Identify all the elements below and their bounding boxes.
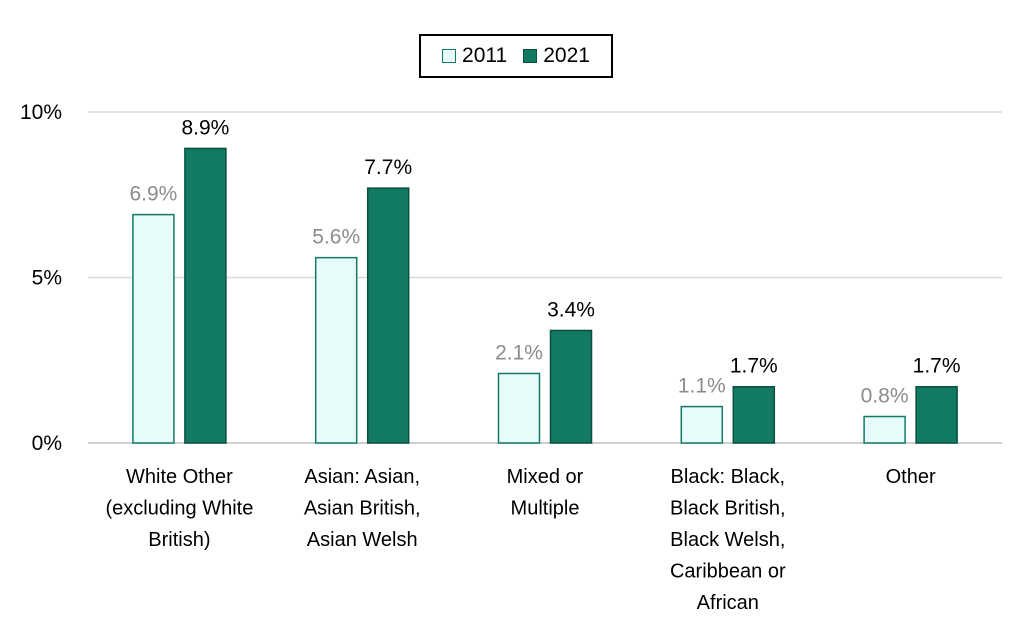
bar-2021: [366, 187, 410, 444]
x-category-label-line: Caribbean or: [670, 561, 786, 583]
x-category-label: Mixed or Multiple: [507, 466, 584, 520]
data-label-2011: 5.6%: [312, 226, 360, 249]
data-label-2011: 2.1%: [495, 341, 543, 364]
x-category-label-line: Multiple: [511, 498, 580, 520]
data-label-2021: 7.7%: [364, 156, 412, 179]
x-category-label-line: Black Welsh,: [670, 529, 785, 551]
x-category-label-line: Black British,: [670, 498, 786, 520]
x-category-label-line: African: [697, 592, 759, 614]
bar-2021: [184, 147, 227, 444]
x-category-label: Asian: Asian, Asian British, Asian Welsh: [304, 466, 421, 551]
legend-swatch-2021: [523, 49, 538, 63]
legend-item-2011: 2011: [442, 44, 507, 68]
bar-2011: [314, 256, 358, 444]
legend-item-2021: 2021: [523, 44, 590, 68]
x-category-label-line: Mixed or: [507, 466, 584, 488]
data-label-2011: 1.1%: [678, 375, 726, 398]
data-label-2021: 1.7%: [730, 355, 778, 378]
x-category-label-line: (excluding White: [105, 498, 253, 520]
x-category-label-line: British): [148, 529, 210, 551]
bar-2011: [497, 372, 541, 444]
bar-2021: [549, 329, 593, 444]
x-category-label-line: White Other: [126, 466, 233, 488]
data-label-2021: 8.9%: [181, 116, 229, 139]
y-tick-label: 5%: [32, 267, 62, 290]
x-category-label-line: Black: Black,: [671, 466, 785, 488]
x-category-label-line: Other: [886, 466, 936, 488]
legend-label-2021: 2021: [543, 44, 590, 67]
legend-label-2011: 2011: [462, 44, 508, 67]
legend-swatch-2011: [442, 49, 457, 63]
data-label-2011: 0.8%: [861, 385, 909, 408]
x-category-label-line: Asian Welsh: [307, 529, 418, 551]
x-category-label-line: Asian: Asian,: [304, 466, 420, 488]
x-category-label: Black: Black, Black British, Black Welsh, C…: [670, 466, 786, 614]
data-label-2021: 1.7%: [913, 355, 961, 378]
chart-legend: 2011 2021: [419, 34, 613, 78]
x-category-label: Other: [886, 466, 936, 488]
data-label-2021: 3.4%: [547, 298, 595, 321]
y-tick-label: 0%: [32, 432, 62, 455]
x-category-label-line: Asian British,: [304, 498, 421, 520]
bar-2021: [915, 385, 958, 444]
bar-2011: [863, 415, 906, 444]
bar-2021: [732, 385, 776, 444]
bar-2011: [680, 405, 724, 444]
x-category-label: White Other (excluding White British): [105, 466, 253, 551]
data-label-2011: 6.9%: [129, 183, 177, 206]
y-tick-label: 10%: [20, 101, 62, 124]
bar-2011: [132, 213, 175, 444]
